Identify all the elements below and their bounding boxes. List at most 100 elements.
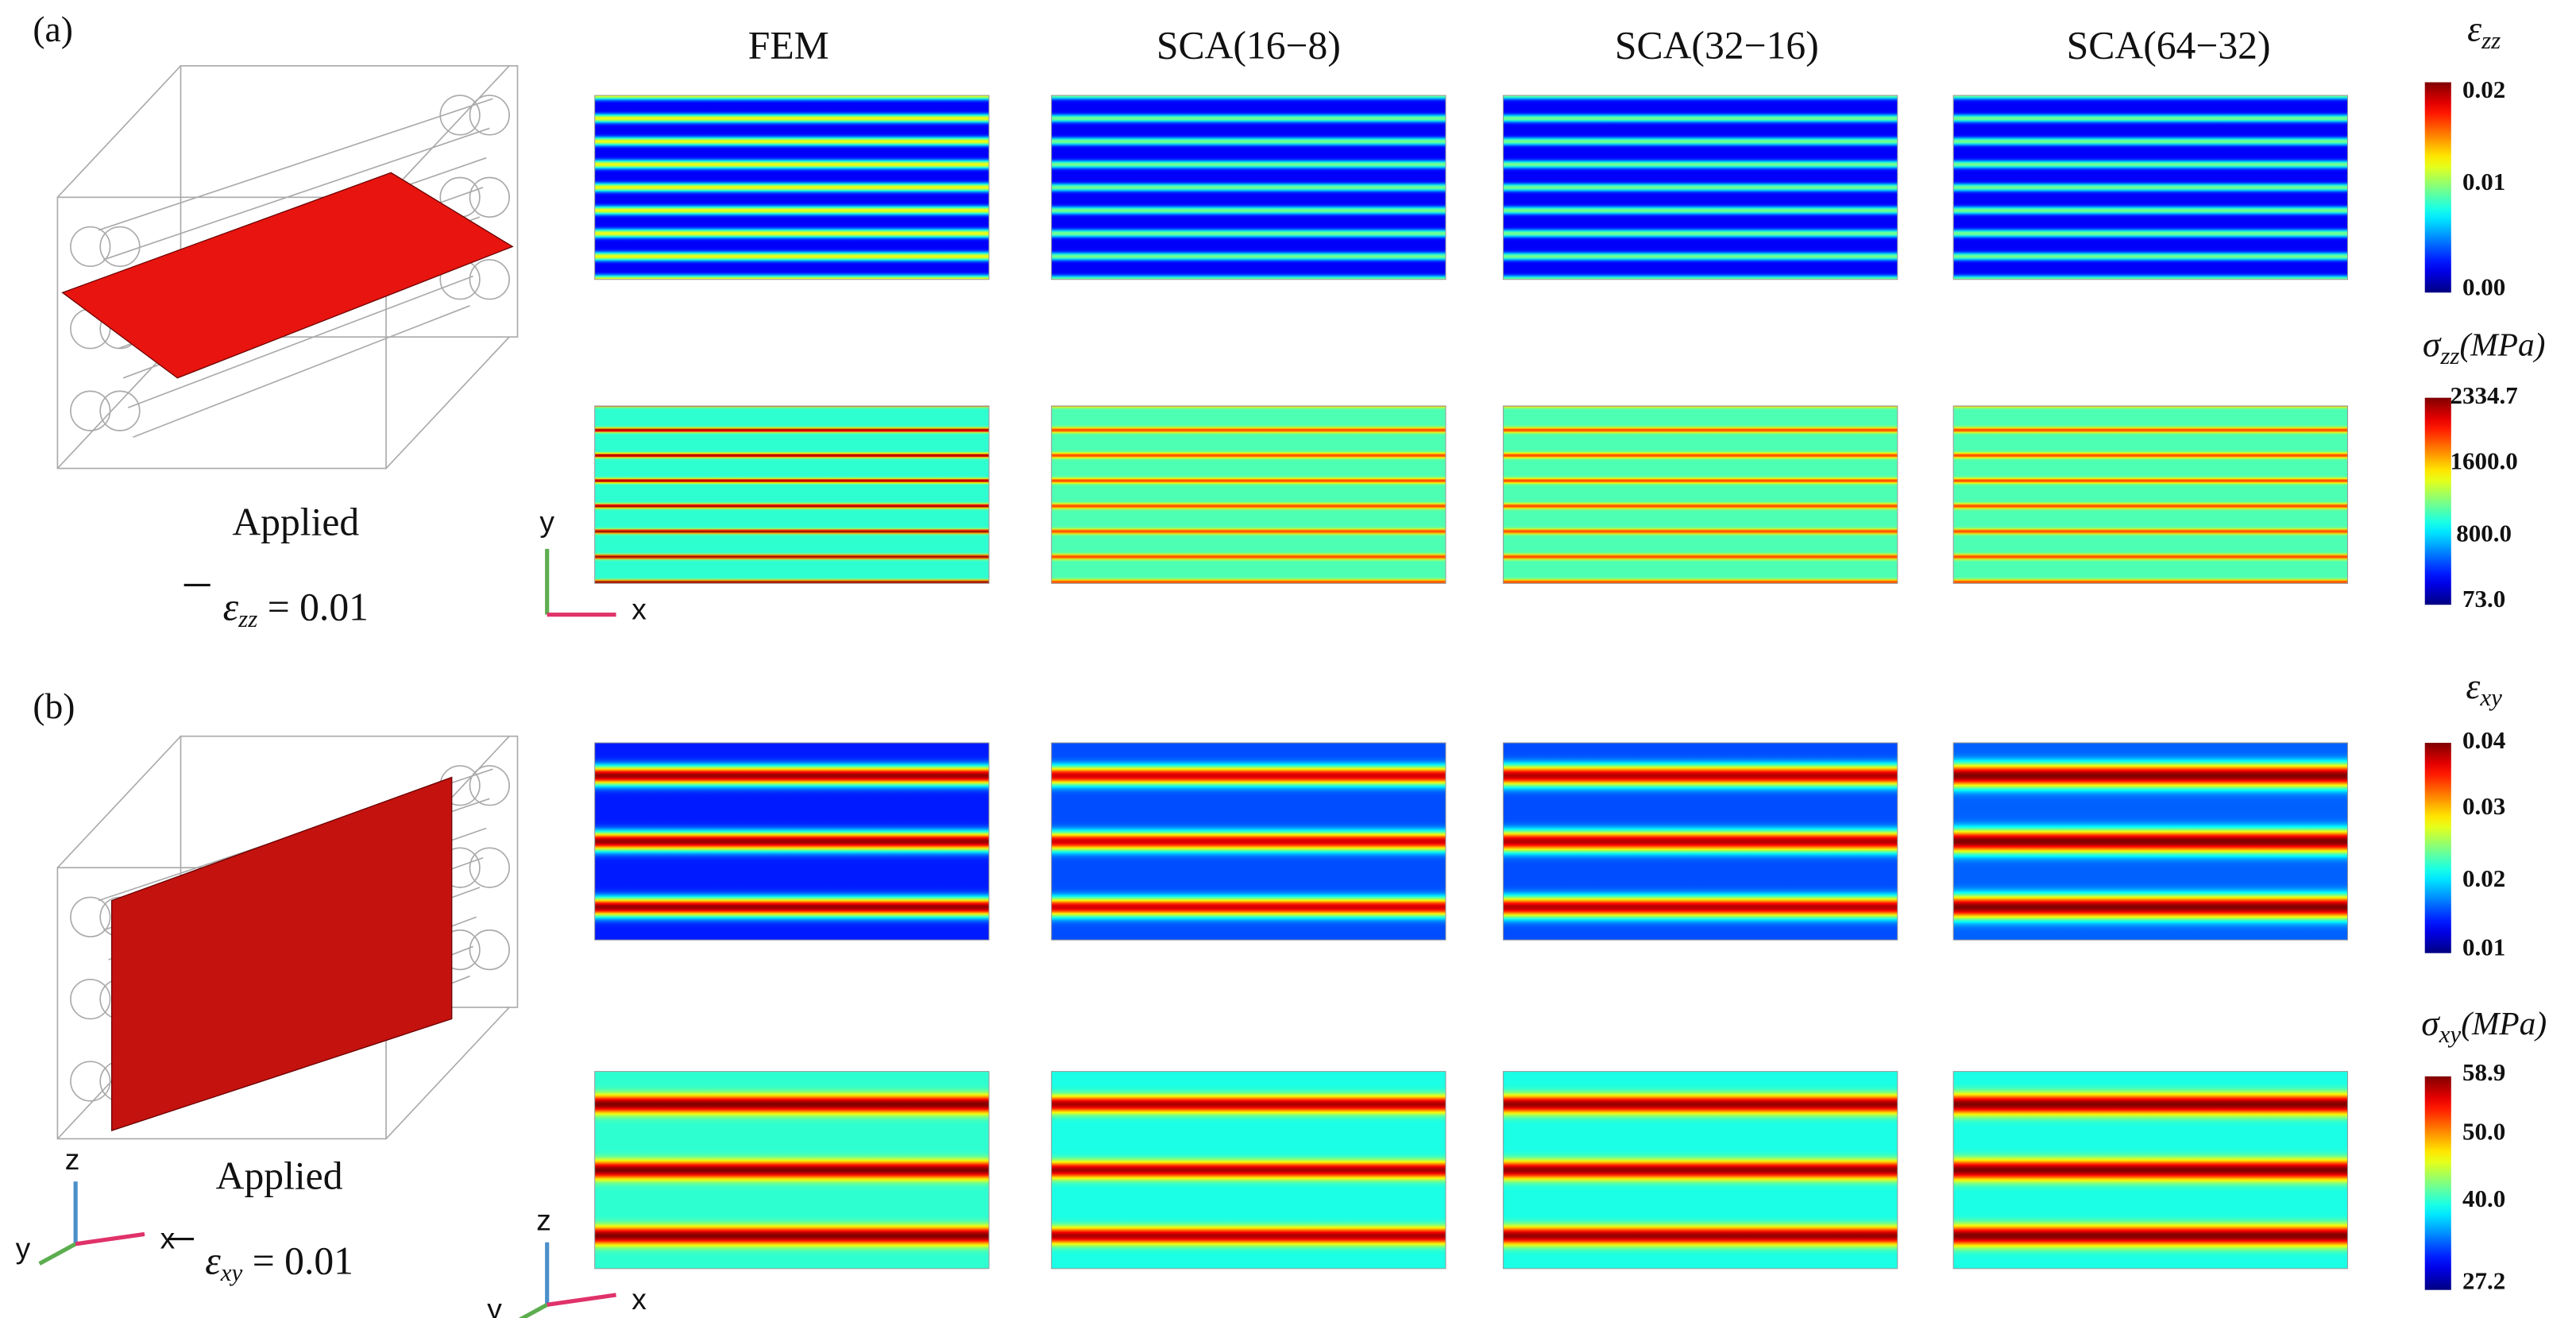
load-plane [61, 172, 514, 379]
colorbar-tick-label: 50.0 [2462, 1117, 2505, 1145]
colorbar-subscript: xy [2479, 683, 2502, 711]
fiber-end [70, 390, 111, 431]
strain-symbol: ε [205, 1239, 221, 1283]
colorbar-tick-label: 800.0 [2456, 520, 2512, 547]
load-plane [111, 776, 453, 1131]
applied-strain: εxy = 0.01 [205, 1239, 353, 1286]
fiber-line [103, 127, 490, 261]
colorbar [2424, 82, 2451, 293]
applied-caption: Applied [216, 1154, 343, 1198]
cell-back [180, 65, 519, 338]
cell-edge [56, 65, 182, 198]
fiber-line [98, 98, 493, 231]
colorbar-title: σzz(MPa) [2423, 324, 2546, 369]
colorbar-unit: (MPa) [2461, 1005, 2547, 1042]
applied-strain: εzz = 0.01 [223, 586, 369, 632]
cell-edge [385, 336, 510, 470]
colorbar-tick-label: 27.2 [2462, 1267, 2505, 1295]
cell-edge [385, 65, 510, 198]
fiber-end [70, 1061, 111, 1102]
cell-edge [56, 736, 182, 868]
colorbar-tick-label: 58.9 [2462, 1058, 2505, 1086]
fiber-end [469, 929, 510, 971]
colorbar-tick-label: 73.0 [2462, 585, 2505, 613]
colorbar-subscript: zz [2439, 342, 2459, 369]
colorbar-symbol: ε [2467, 9, 2481, 49]
cell-edge [385, 1007, 510, 1139]
colorbar-tick-label: 0.02 [2462, 75, 2505, 103]
field-map [1051, 742, 1446, 941]
field-map [594, 95, 990, 280]
fiber-end [70, 978, 111, 1020]
field-map [1502, 95, 1898, 280]
colorbar-tick-label: 2334.7 [2450, 381, 2518, 409]
axis-label: z [536, 1204, 551, 1237]
fiber-line [133, 305, 470, 439]
cell-front [56, 196, 387, 470]
field-map [594, 1071, 990, 1270]
axis-label: y [539, 505, 554, 539]
field-map [1051, 1071, 1446, 1270]
fiber-end [469, 847, 510, 888]
axis-label: x [631, 1282, 647, 1316]
axis-arrow [546, 1293, 616, 1307]
field-map [1952, 1071, 2349, 1270]
fiber-end [469, 765, 510, 806]
axis-arrow [518, 1303, 548, 1318]
colorbar-symbol: ε [2466, 666, 2480, 706]
axis-arrow [38, 1242, 77, 1266]
field-map [594, 405, 990, 584]
strain-subscript: zz [238, 605, 257, 632]
colorbar-tick-label: 0.01 [2462, 168, 2505, 195]
field-map [1952, 405, 2349, 584]
fiber-end [439, 95, 481, 136]
colorbar-tick-label: 1600.0 [2450, 447, 2518, 475]
colorbar-tick-label: 0.01 [2462, 933, 2505, 961]
axis-label: y [487, 1292, 502, 1318]
axis-label: x [631, 592, 647, 625]
column-title: FEM [748, 24, 829, 68]
field-map [594, 742, 990, 941]
fiber-end [70, 896, 111, 937]
colorbar-unit: (MPa) [2459, 327, 2545, 364]
strain-symbol: ε [223, 586, 239, 629]
panel-label: (a) [33, 9, 73, 49]
applied-caption: Applied [232, 500, 359, 543]
field-map [1502, 1071, 1898, 1270]
column-title: SCA(16−8) [1157, 24, 1341, 68]
axis-label: z [65, 1142, 80, 1176]
fiber-end [99, 390, 141, 431]
axis-label: y [16, 1231, 31, 1265]
field-map [1952, 95, 2349, 280]
colorbar [2424, 742, 2451, 953]
field-map [1952, 742, 2349, 941]
colorbar [2424, 1076, 2451, 1290]
field-map [1051, 95, 1446, 280]
colorbar-title: σxy(MPa) [2421, 1003, 2547, 1048]
fiber-end [99, 226, 141, 268]
colorbar-tick-label: 0.04 [2462, 726, 2505, 754]
colorbar-title: εxy [2466, 666, 2502, 711]
fiber-end [70, 226, 111, 268]
colorbar-tick-label: 40.0 [2462, 1185, 2505, 1212]
panel-label: (b) [33, 686, 75, 726]
strain-value: = 0.01 [268, 586, 369, 629]
fiber-end [469, 95, 510, 136]
colorbar-tick-label: 0.00 [2462, 272, 2505, 300]
axis-arrow [75, 1231, 145, 1246]
colorbar-symbol: σ [2421, 1003, 2440, 1043]
column-title: SCA(32−16) [1615, 24, 1819, 68]
fiber-end [469, 259, 510, 300]
strain-value: = 0.01 [253, 1239, 353, 1283]
field-map [1502, 742, 1898, 941]
colorbar-tick-label: 0.02 [2462, 864, 2505, 892]
fiber-end [469, 176, 510, 218]
column-title: SCA(64−32) [2067, 24, 2271, 68]
axis-label: x [160, 1221, 176, 1254]
field-map [1051, 405, 1446, 584]
colorbar-symbol: σ [2423, 324, 2442, 365]
colorbar-tick-label: 0.03 [2462, 792, 2505, 820]
strain-subscript: xy [220, 1258, 243, 1286]
